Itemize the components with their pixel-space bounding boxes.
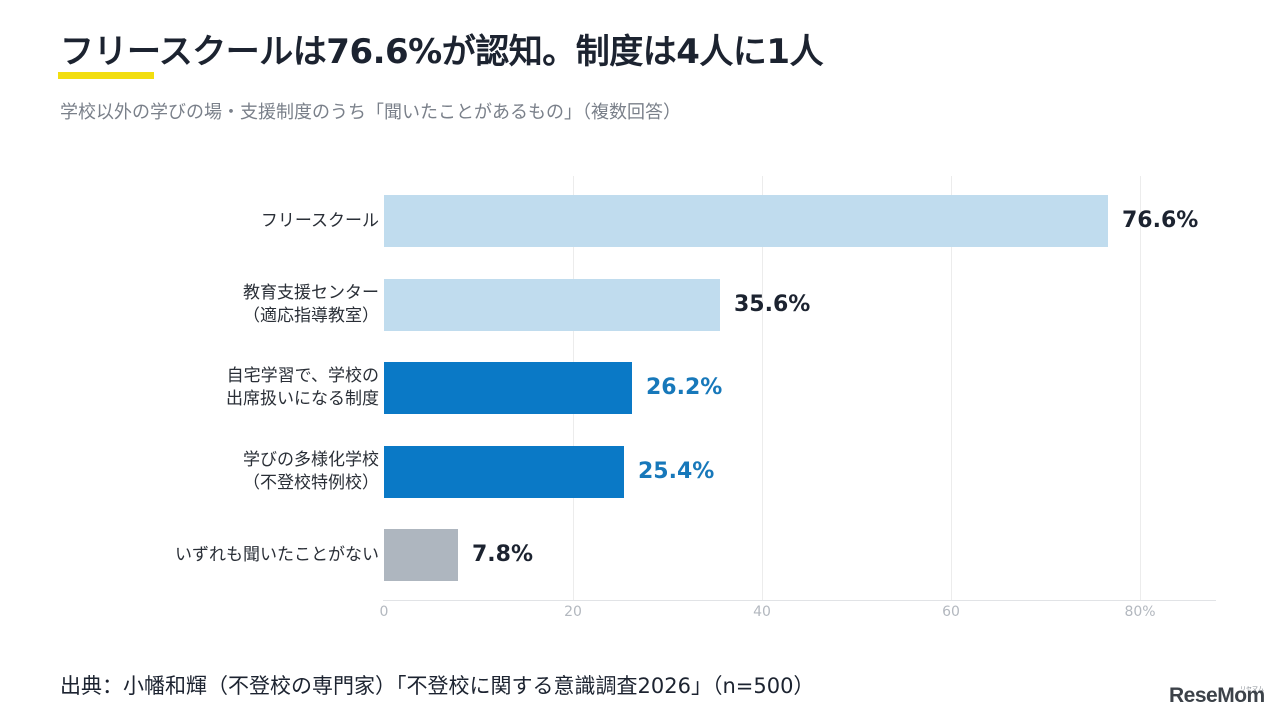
bar-value-label: 76.6% [1122,208,1199,233]
gridline-40 [762,176,763,600]
x-axis-line [383,600,1216,601]
category-label-line: フリースクール [260,211,379,231]
bar-value-label: 35.6% [734,292,811,317]
bar-value-label: 7.8% [472,542,534,567]
x-tick-label: 80% [1124,604,1156,620]
bar [384,446,624,498]
bar-value-label: 26.2% [646,375,723,400]
chart-title: フリースクールは76.6%が認知。制度は4人に1人 [60,32,824,72]
bar-value-label: 25.4% [638,459,715,484]
x-tick-label: 20 [564,604,582,620]
gridline-80 [1140,176,1141,600]
gridline-60 [951,176,952,600]
x-tick-label: 60 [942,604,960,620]
bar [384,195,1108,247]
title-accent-underline [58,72,154,79]
resemom-logo: ReseMom [1169,684,1265,707]
category-label-line: いずれも聞いたことがない [175,545,379,565]
source-note: 出典：小幡和輝（不登校の専門家）「不登校に関する意識調査2026」（n=500） [60,674,815,698]
category-label-line: 出席扱いになる制度 [226,389,379,409]
category-label-line: 自宅学習で、学校の [226,366,379,386]
bar [384,529,458,581]
category-label-line: （不登校特例校） [243,473,379,493]
x-tick-label: 40 [753,604,771,620]
category-label-line: 教育支援センター [243,283,379,303]
bar [384,279,720,331]
chart-subtitle: 学校以外の学びの場・支援制度のうち「聞いたことがあるもの」（複数回答） [60,102,681,123]
category-label: 自宅学習で、学校の 出席扱いになる制度 [226,365,379,411]
resemom-logo-ruby: リセマム [1240,686,1265,693]
category-label-line: 学びの多様化学校 [243,450,379,470]
x-tick-label: 0 [379,604,389,620]
category-label: 学びの多様化学校 （不登校特例校） [243,449,379,495]
category-label-line: （適応指導教室） [243,306,379,326]
category-label: フリースクール [261,210,379,233]
category-label: 教育支援センター （適応指導教室） [243,282,379,328]
category-label: いずれも聞いたことがない [175,544,379,567]
bar [384,362,632,414]
